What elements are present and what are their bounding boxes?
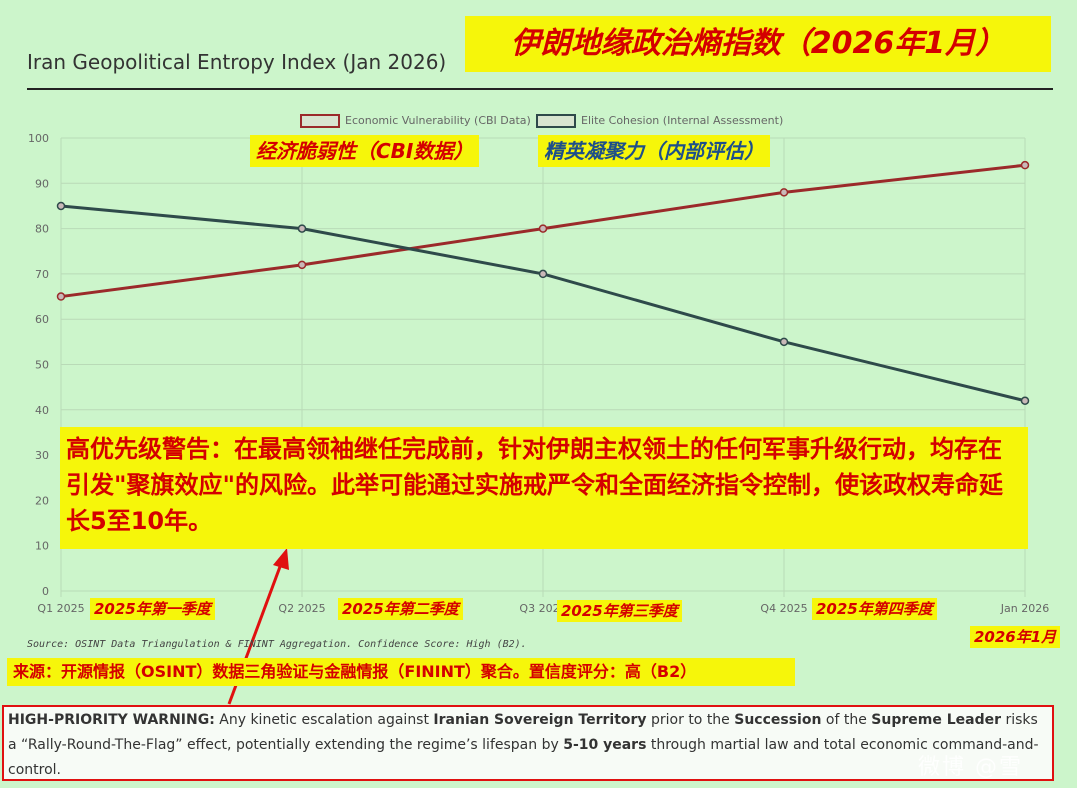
warning-text: prior to the — [646, 712, 735, 728]
warning-text: of the — [821, 712, 872, 728]
warning-box: HIGH-PRIORITY WARNING: Any kinetic escal… — [2, 705, 1054, 781]
x-tick-label: Q2 2025 — [278, 602, 325, 615]
warning-label: HIGH-PRIORITY WARNING: — [8, 712, 215, 728]
x-tick-label: Q4 2025 — [760, 602, 807, 615]
x-tick-label: Q3 2025 — [519, 602, 566, 615]
data-point-economic[interactable] — [297, 260, 307, 270]
legend-swatch-elite — [536, 114, 576, 128]
x-label-zh-q1: 2025年第一季度 — [90, 598, 215, 620]
x-label-zh-q4: 2025年第四季度 — [812, 598, 937, 620]
watermark: 微博 @雪 — [918, 755, 1023, 780]
y-tick-label: 70 — [35, 268, 49, 281]
x-label-zh-q2: 2025年第二季度 — [338, 598, 463, 620]
warning-emphasis: Succession — [734, 712, 822, 728]
data-point-elite[interactable] — [297, 224, 307, 233]
legend-swatch-economic — [300, 114, 340, 128]
warning-text: through martial law and total economic c… — [8, 737, 1039, 778]
warning-emphasis: 5-10 years — [563, 737, 647, 753]
legend-item-elite[interactable]: Elite Cohesion (Internal Assessment) — [536, 114, 783, 128]
legend-label-economic-zh: 经济脆弱性（CBI数据） — [250, 135, 480, 167]
data-point-economic[interactable] — [1020, 160, 1030, 170]
data-point-economic[interactable] — [56, 292, 66, 301]
x-label-zh-q3: 2025年第三季度 — [557, 600, 682, 622]
warning-emphasis: Supreme Leader — [871, 712, 1001, 728]
y-tick-label: 0 — [42, 585, 49, 598]
data-point-economic[interactable] — [538, 224, 548, 233]
y-tick-label: 100 — [28, 132, 49, 145]
warning-text: Any kinetic escalation against — [214, 712, 434, 728]
warning-text: risks a “Rally-Round-The-Flag” effect, p… — [8, 712, 1038, 753]
callout-arrowhead — [273, 548, 289, 570]
chart-title: Iran Geopolitical Entropy Index (Jan 202… — [27, 50, 447, 74]
y-tick-label: 10 — [35, 540, 49, 553]
legend-label-elite-zh: 精英凝聚力（内部评估） — [538, 135, 770, 167]
x-tick-label: Jan 2026 — [1000, 602, 1049, 615]
y-tick-label: 20 — [35, 494, 49, 507]
y-tick-label: 80 — [35, 223, 49, 236]
y-tick-label: 50 — [35, 359, 49, 372]
title-divider — [27, 88, 1053, 90]
legend-item-economic[interactable]: Economic Vulnerability (CBI Data) — [300, 114, 531, 128]
data-point-elite[interactable] — [779, 337, 789, 347]
legend-label-economic: Economic Vulnerability (CBI Data) — [345, 114, 531, 127]
data-point-elite[interactable] — [1020, 396, 1030, 405]
y-tick-label: 60 — [35, 313, 49, 326]
x-label-zh-jan: 2026年1月 — [970, 626, 1061, 648]
data-point-elite[interactable] — [538, 269, 548, 279]
source-note-zh: 来源：开源情报（OSINT）数据三角验证与金融情报（FININT）聚合。置信度评… — [7, 658, 795, 686]
y-tick-label: 40 — [35, 404, 49, 417]
chart-title-zh: 伊朗地缘政治熵指数（2026年1月） — [465, 16, 1051, 72]
source-note: Source: OSINT Data Triangulation & FININ… — [27, 639, 527, 650]
data-point-elite[interactable] — [56, 201, 66, 211]
data-point-economic[interactable] — [779, 188, 789, 197]
warning-emphasis: Iranian Sovereign Territory — [433, 712, 647, 728]
y-tick-label: 90 — [35, 177, 49, 190]
legend-label-elite: Elite Cohesion (Internal Assessment) — [581, 114, 784, 127]
x-tick-label: Q1 2025 — [37, 602, 84, 615]
warning-callout-zh: 高优先级警告：在最高领袖继任完成前，针对伊朗主权领土的任何军事升级行动，均存在引… — [60, 427, 1028, 549]
y-tick-label: 30 — [35, 449, 49, 462]
